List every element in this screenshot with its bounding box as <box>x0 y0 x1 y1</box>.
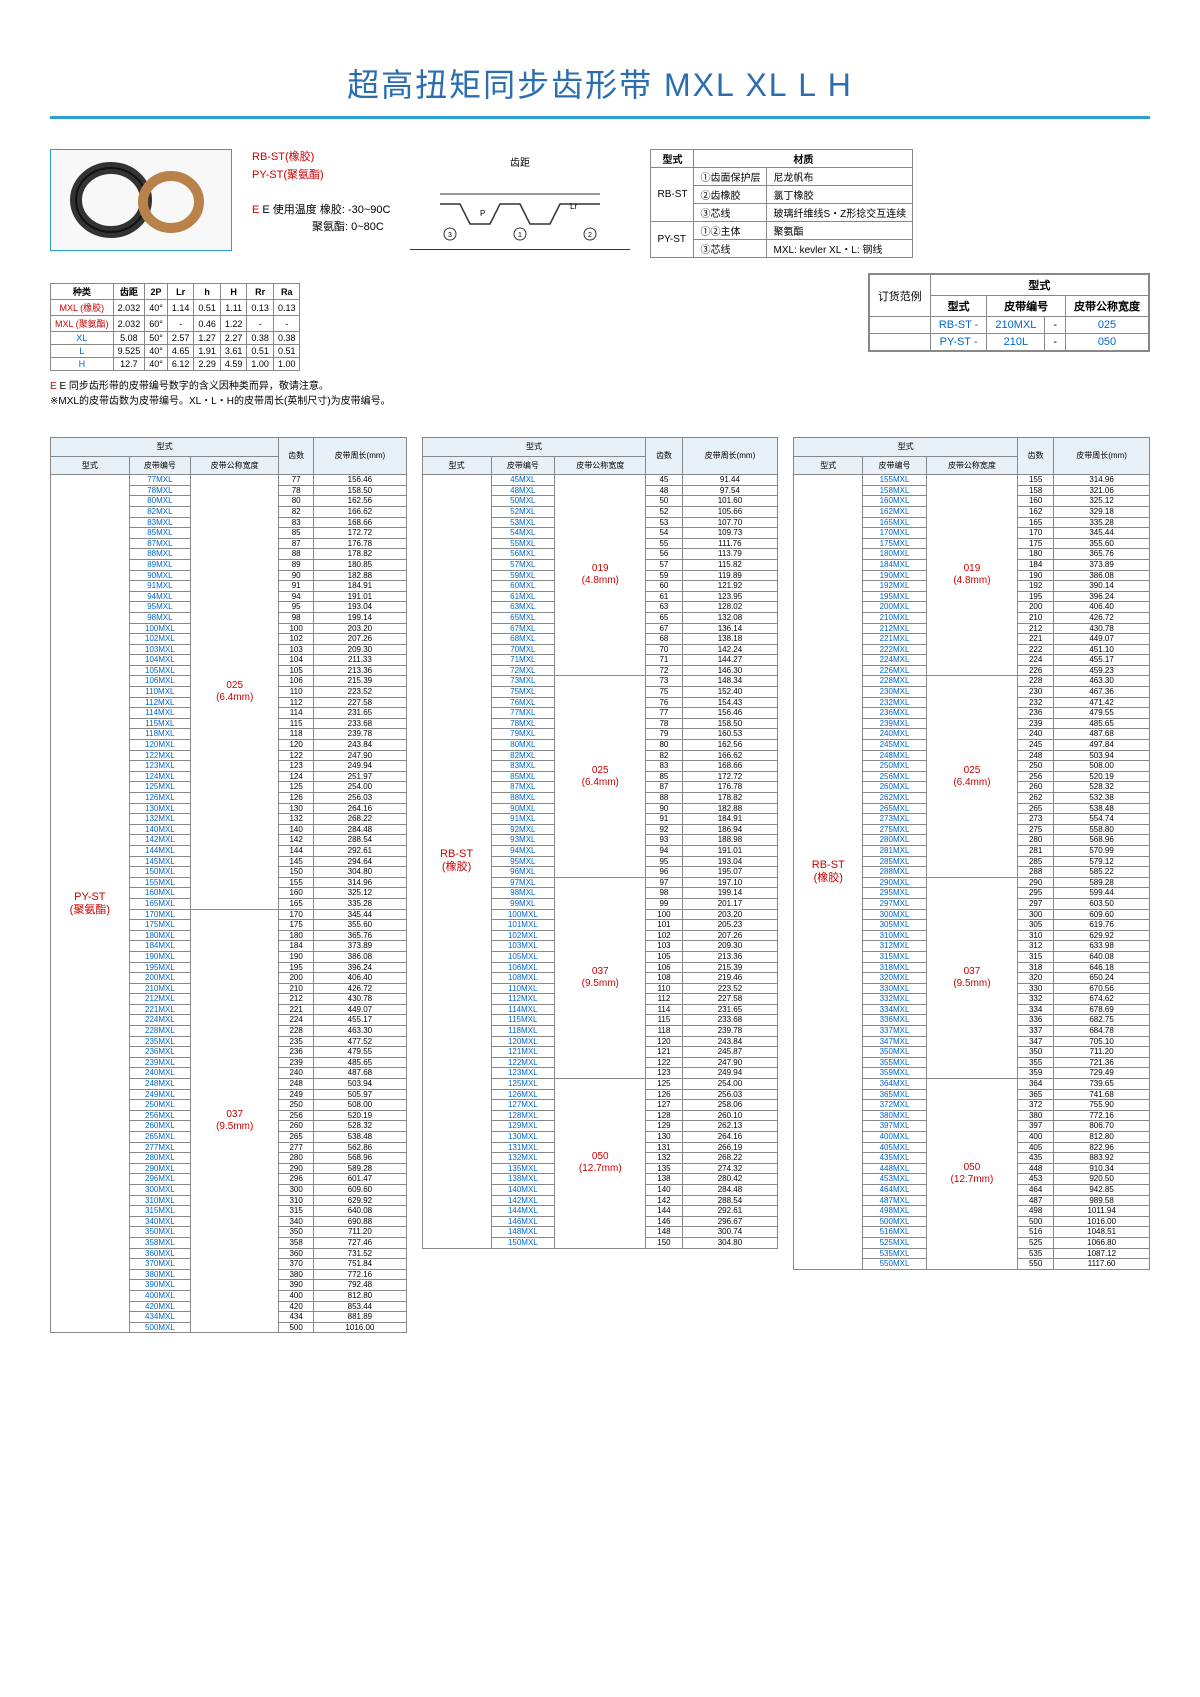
belt-image <box>50 149 232 251</box>
page-title: 超高扭矩同步齿形带 MXL XL L H <box>50 60 1150 106</box>
notes: E E 同步齿形带的皮带编号数字的含义因种类而异，敬请注意。 ※MXL的皮带齿数… <box>50 377 391 407</box>
svg-text:齿距: 齿距 <box>510 157 530 169</box>
material-table: 型式材质 RB-ST①齿面保护层尼龙帆布②齿橡胶氯丁橡胶③芯线玻璃纤维线S・Z形… <box>650 149 913 258</box>
svg-text:3: 3 <box>449 232 453 239</box>
tooth-diagram: 齿距 P Lr 3 1 2 <box>410 149 630 250</box>
svg-text:Lr: Lr <box>570 202 577 211</box>
data-table-2: 型式齿数皮带周长(mm) 型式皮带编号皮带公称宽度 RB-ST (橡胶)45MX… <box>422 437 779 1249</box>
type-info: RB-ST(橡胶) PY-ST(聚氨酯) E E 使用温度 橡胶: -30~90… <box>252 149 390 237</box>
data-table-1: 型式齿数皮带周长(mm) 型式皮带编号皮带公称宽度 PY-ST (聚氨酯)77M… <box>50 437 407 1333</box>
title-divider <box>50 116 1150 119</box>
order-example: 订货范例型式 型式皮带编号皮带公称宽度 RB-ST -210MXL-025 PY… <box>868 273 1150 352</box>
spec-table: 种类齿距2PLrhHRrRa MXL (橡胶)2.03240°1.140.511… <box>50 283 300 371</box>
svg-text:P: P <box>480 209 485 218</box>
data-table-3: 型式齿数皮带周长(mm) 型式皮带编号皮带公称宽度 RB-ST (橡胶)155M… <box>793 437 1150 1270</box>
svg-text:1: 1 <box>519 232 523 239</box>
svg-text:2: 2 <box>589 232 593 239</box>
